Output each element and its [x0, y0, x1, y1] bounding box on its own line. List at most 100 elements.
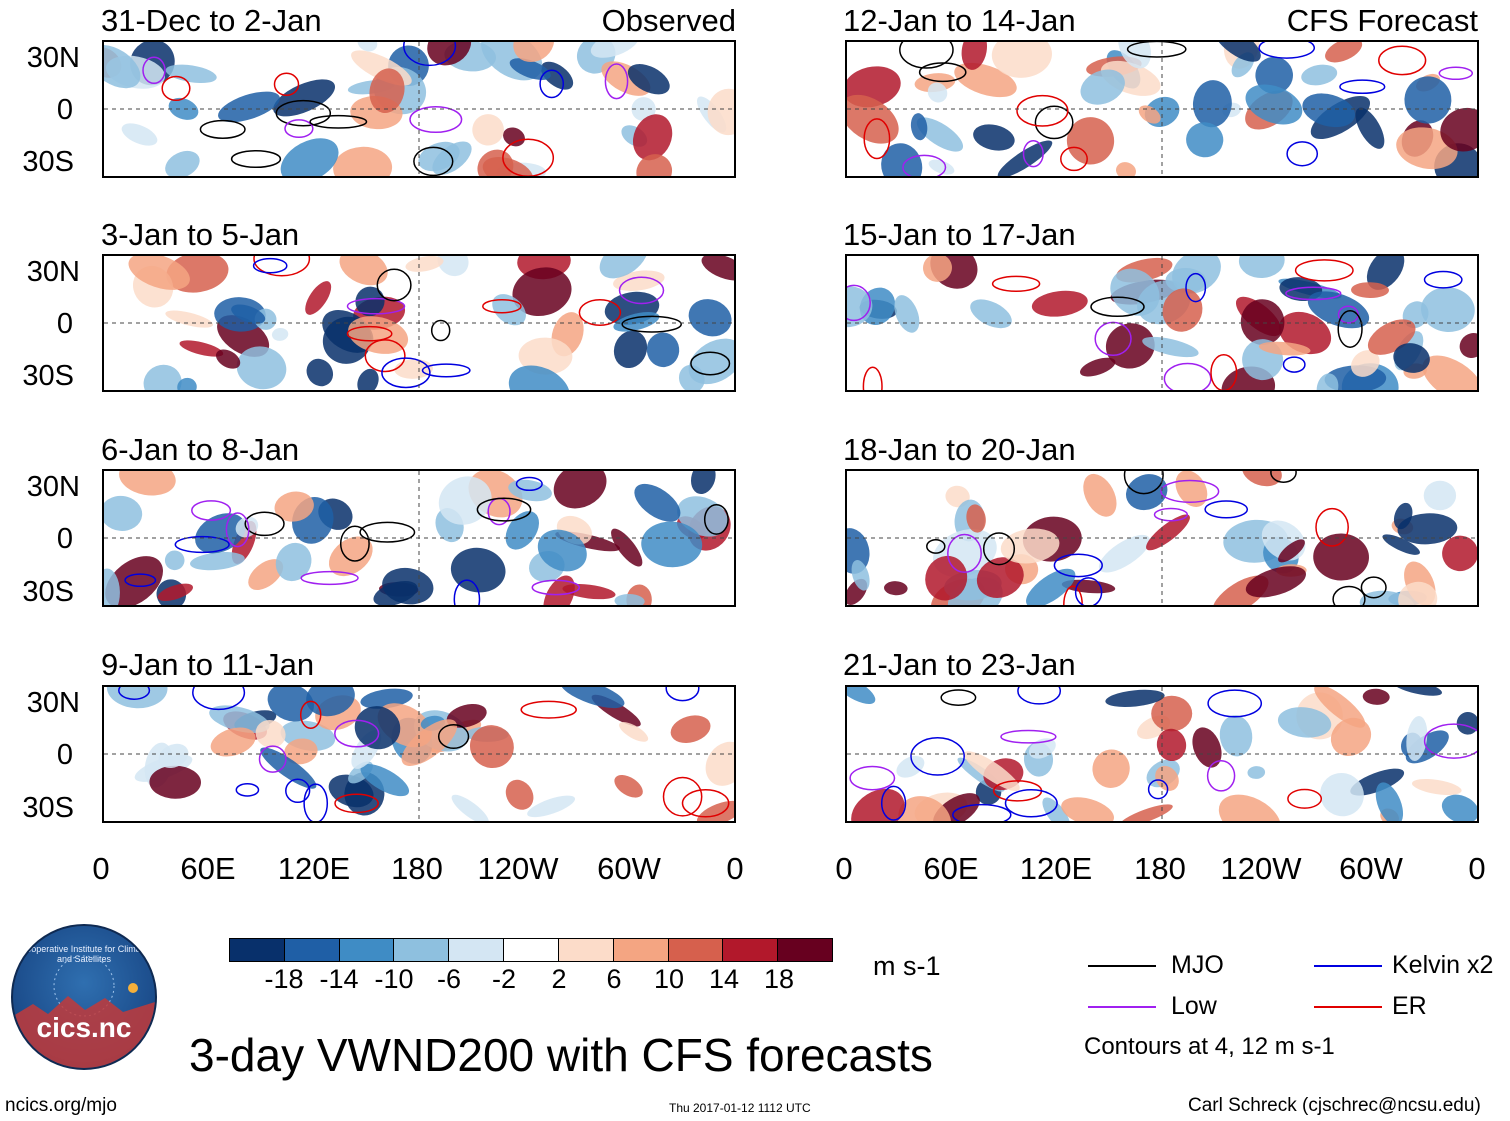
colorbar-tick: 14: [708, 964, 740, 994]
anomaly-blob: [348, 316, 409, 354]
anomaly-blob: [472, 114, 504, 146]
anomaly-blob: [1116, 162, 1136, 176]
anomaly-blob: [305, 281, 332, 315]
footer-url[interactable]: ncics.org/mjo: [5, 1095, 117, 1116]
contour-line: [403, 42, 457, 67]
anomaly-blob: [847, 286, 873, 328]
legend-label-low: Low: [1171, 992, 1217, 1020]
contour-line: [899, 42, 954, 69]
anomaly-blob: [1042, 797, 1071, 821]
contour-line: [381, 357, 431, 389]
contour-line: [118, 687, 151, 700]
contour-line: [991, 275, 1041, 292]
lon-label-0: 0: [1468, 851, 1486, 886]
anomaly-blob: [306, 358, 334, 387]
anomaly-blob: [1350, 768, 1405, 796]
anomaly-blob: [149, 765, 201, 799]
contour-line: [515, 476, 543, 492]
anomaly-blob: [1421, 287, 1475, 332]
contour-line: [604, 63, 629, 100]
contour-line: [1282, 356, 1306, 373]
anomaly-blob: [165, 150, 200, 176]
contour-line: [1332, 585, 1366, 605]
anomaly-blob: [898, 796, 952, 821]
contour-line: [300, 570, 359, 586]
anomaly-blob: [527, 795, 576, 818]
contour-line: [258, 745, 287, 773]
anomaly-blob: [1375, 782, 1404, 821]
anomaly-blob: [119, 471, 176, 496]
anomaly-blob: [646, 332, 680, 368]
anomaly-blob: [1404, 76, 1452, 124]
contour-line: [1204, 500, 1249, 519]
anomaly-blob: [1411, 778, 1462, 796]
contour-line: [1147, 779, 1169, 800]
contour-line: [1000, 729, 1057, 744]
contour-line: [1423, 723, 1477, 759]
anomaly-blob: [1061, 797, 1114, 821]
anomaly-blob: [190, 551, 245, 571]
map-panel-3: [102, 254, 736, 392]
anomaly-blob: [927, 82, 948, 103]
contour-line: [421, 363, 471, 378]
contour-line: [364, 339, 406, 373]
colorbar-swatch: [613, 939, 669, 961]
heatmap-6: [847, 471, 1477, 605]
contour-line: [531, 579, 581, 596]
contour-line: [192, 687, 246, 711]
anomaly-blob: [1138, 105, 1161, 124]
anomaly-blob: [928, 159, 955, 175]
anomaly-blob: [1393, 343, 1430, 373]
anomaly-blob: [1247, 766, 1266, 779]
contour-line: [578, 298, 622, 327]
anomaly-blob: [1066, 117, 1115, 165]
anomaly-blob: [636, 154, 673, 176]
anomaly-blob: [104, 44, 141, 89]
contour-line: [309, 114, 368, 129]
heatmap-5: [104, 471, 734, 605]
contour-line: [359, 521, 416, 543]
anomaly-blob: [177, 377, 197, 390]
anomaly-blob: [248, 559, 284, 591]
anomaly-blob: [518, 337, 573, 375]
panel-tag-forecast: CFS Forecast: [1286, 3, 1478, 38]
contour-line: [1016, 94, 1069, 127]
anomaly-blob: [1162, 288, 1203, 332]
contour-line: [334, 793, 379, 814]
anomaly-blob: [328, 536, 373, 577]
anomaly-blob: [106, 687, 168, 709]
anomaly-blob: [143, 364, 182, 390]
anomaly-blob: [1301, 64, 1338, 86]
contour-line: [926, 538, 946, 554]
lon-label-120e: 120E: [277, 851, 351, 886]
anomaly-blob: [355, 286, 385, 317]
anomaly-blob: [450, 547, 506, 593]
anomaly-blob: [1258, 341, 1311, 356]
anomaly-blob: [451, 794, 489, 821]
contour-line: [947, 533, 982, 574]
contour-line: [346, 297, 406, 315]
anomaly-blob: [1441, 794, 1477, 821]
lon-label-120w: 120W: [477, 851, 559, 886]
panel-title-5: 6-Jan to 8-Jan: [101, 432, 300, 467]
anomaly-blob: [1218, 794, 1281, 821]
lat-label-30n: 30N: [26, 471, 80, 503]
anomaly-blob: [357, 42, 378, 52]
anomaly-blob: [1302, 93, 1356, 128]
heatmap-2: [847, 42, 1477, 176]
lat-label-30s: 30S: [22, 146, 74, 178]
contour-line: [862, 366, 883, 390]
anomaly-blob: [1238, 256, 1285, 279]
contour-line: [303, 783, 329, 821]
contour-line: [1285, 286, 1342, 301]
anomaly-blob: [1240, 299, 1285, 345]
anomaly-blob: [1393, 502, 1413, 530]
anomaly-blob: [966, 504, 986, 533]
anomaly-blob: [925, 555, 968, 601]
colorbar-swatch: [778, 939, 832, 961]
lon-label-60e: 60E: [180, 851, 236, 886]
anomaly-blob: [599, 256, 648, 279]
anomaly-blob: [1156, 728, 1187, 762]
anomaly-blob: [1242, 471, 1282, 487]
anomaly-blob: [619, 722, 649, 742]
